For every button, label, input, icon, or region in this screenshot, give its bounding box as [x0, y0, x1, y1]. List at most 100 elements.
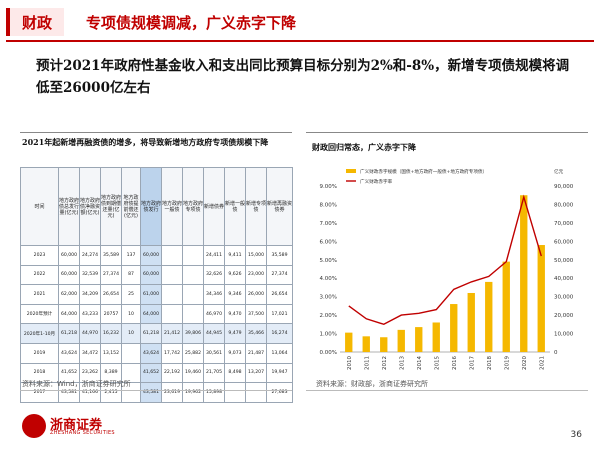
right-panel-top-rule — [306, 132, 588, 133]
table-cell: 9,479 — [224, 323, 246, 344]
right-axis-tick-label: 10,000 — [554, 332, 574, 338]
x-axis-tick-label: 2011 — [364, 356, 370, 370]
table-cell — [245, 382, 267, 403]
left-axis-tick-label: 6.00% — [320, 239, 337, 245]
table-row: 2023 60,000 24,274 35,589 137 60,000 24,411 9,4… — [20, 245, 293, 266]
table-row: 2020年1-10月 61,218 44,970 16,232 10 61,218 21,4… — [20, 323, 293, 344]
page-header: 财政 专项债规模调减，广义赤字下降 — [0, 0, 600, 44]
legend-bar-swatch — [346, 169, 356, 173]
table-column-header: 地方政府债净融资额(亿元) — [79, 167, 101, 246]
table-cell: 8,498 — [224, 362, 246, 384]
right-axis-tick-label: 60,000 — [554, 239, 574, 245]
table-cell: 26,654 — [100, 284, 122, 305]
table-column-header: 新增再融资债券 — [266, 167, 293, 246]
header-divider — [6, 40, 594, 42]
table-cell — [161, 303, 183, 325]
chart-bar — [520, 195, 528, 352]
table-cell — [182, 303, 204, 325]
table-cell: 35,466 — [245, 323, 267, 344]
table-cell: 27,683 — [266, 382, 293, 403]
section-tag: 财政 — [6, 8, 64, 36]
table-cell: 24,411 — [203, 245, 225, 266]
table-cell: 64,000 — [140, 303, 162, 325]
table-cell: 19,460 — [182, 362, 204, 384]
right-source-note: 资料来源：财政部，浙商证券研究所 — [316, 380, 428, 388]
table-cell: 19,962 — [182, 382, 204, 403]
table-cell: 9,346 — [224, 284, 246, 305]
x-axis-tick-label: 2013 — [399, 356, 405, 370]
table-cell: 21,705 — [203, 362, 225, 384]
table-cell: 15,000 — [245, 245, 267, 266]
x-axis-tick-label: 2015 — [434, 356, 440, 370]
table-cell: 2021 — [20, 284, 59, 305]
right-axis-tick-label: 80,000 — [554, 202, 574, 208]
table-cell: 37,500 — [245, 303, 267, 325]
chart-bar — [450, 304, 458, 352]
table-cell: 32,626 — [203, 264, 225, 286]
table-cell: 15,898 — [203, 382, 225, 403]
table-cell — [161, 264, 183, 286]
table-cell: 44,970 — [79, 323, 101, 344]
table-header-row: 时间 地方政府债总发行量(亿元) 地方政府债净融资额(亿元) 地方政府债到期偿还量(亿… — [20, 167, 293, 246]
chart-bar — [415, 327, 423, 352]
right-axis-tick-label: 50,000 — [554, 258, 574, 264]
logo-subtext: ZHESHANG SECURITIES — [50, 430, 115, 436]
table-column-header: 时间 — [20, 167, 59, 246]
table-cell: 62,000 — [58, 284, 80, 305]
left-axis-tick-label: 2.00% — [320, 313, 337, 319]
table-cell: 20757 — [100, 303, 122, 325]
table-cell: 61,000 — [140, 284, 162, 305]
table-cell — [182, 264, 204, 286]
table-column-header: 地方政府债提前偿还(亿元) — [121, 167, 141, 246]
table-cell: 2023 — [20, 245, 59, 266]
left-axis-tick-label: 0.00% — [320, 350, 337, 356]
left-axis-tick-label: 3.00% — [320, 295, 337, 301]
table-cell: 21,412 — [161, 323, 183, 344]
deficit-chart: 0.00% 1.00% 2.00% 3.00% 4.00% 5.00% 6.00% 7.00%… — [320, 168, 574, 370]
left-axis-tick-label: 8.00% — [320, 202, 337, 208]
table-cell: 2019 — [20, 342, 59, 364]
left-source-note: 资料来源：Wind，浙商证券研究所 — [22, 380, 131, 388]
table-cell: 46,970 — [203, 303, 225, 325]
right-axis-tick-label: 20,000 — [554, 313, 574, 319]
table-cell: 17,021 — [266, 303, 293, 325]
x-axis-tick-label: 2020 — [522, 356, 528, 370]
table-column-header: 地方政府一般债 — [161, 167, 183, 246]
table-row: 2017 43,581 41,166 2,415 43,581 23,619 19,962 1… — [20, 382, 293, 403]
table-cell — [224, 382, 246, 403]
table-cell: 13,152 — [100, 342, 122, 364]
left-axis-tick-label: 4.00% — [320, 276, 337, 282]
chart-bar — [397, 329, 405, 352]
legend-unit-label: 亿元 — [554, 168, 564, 175]
chart-bar — [485, 281, 493, 352]
table-cell — [161, 245, 183, 266]
table-cell: 35,589 — [100, 245, 122, 266]
chart-bar — [502, 261, 510, 352]
legend-bar-label: 广义财政赤字规模（国债+地方政府一般债+地方政府专项债） — [360, 168, 487, 175]
debt-table: 时间 地方政府债总发行量(亿元) 地方政府债净融资额(亿元) 地方政府债到期偿还量(亿… — [20, 167, 293, 403]
table-cell: 34,209 — [79, 284, 101, 305]
table-cell: 61,218 — [140, 323, 162, 344]
table-cell: 44,945 — [203, 323, 225, 344]
table-cell — [161, 284, 183, 305]
table-cell: 26,654 — [266, 284, 293, 305]
table-cell: 27,374 — [266, 264, 293, 286]
table-cell: 60,000 — [58, 264, 80, 286]
company-logo: 浙商证券 ZHESHANG SECURITIES — [22, 412, 132, 440]
table-cell: 9,626 — [224, 264, 246, 286]
x-axis-tick-label: 2016 — [452, 356, 458, 370]
table-cell: 16,274 — [266, 323, 293, 344]
table-cell: 60,000 — [58, 245, 80, 266]
right-panel-title: 财政回归常态，广义赤字下降 — [312, 142, 416, 152]
table-cell: 43,581 — [140, 382, 162, 403]
table-cell: 39,806 — [182, 323, 204, 344]
table-cell: 2020年预计 — [20, 303, 59, 325]
table-cell: 23,619 — [161, 382, 183, 403]
table-cell: 22,192 — [161, 362, 183, 384]
table-column-header: 地方政府专项债 — [182, 167, 204, 246]
chart-bar — [467, 292, 475, 352]
x-axis-tick-label: 2018 — [487, 356, 493, 370]
table-cell: 2020年1-10月 — [20, 323, 59, 344]
table-cell: 60,000 — [140, 245, 162, 266]
chart-bar — [362, 336, 370, 352]
